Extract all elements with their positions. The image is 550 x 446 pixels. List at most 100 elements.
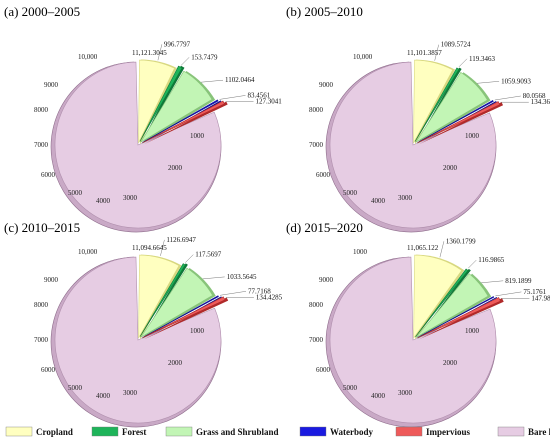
value-leader: [219, 95, 246, 100]
panel-title: (d) 2015–2020: [286, 220, 363, 235]
slice-face: [142, 99, 219, 143]
legend: Cropland Forest Grass and Shrubland Waterbo…: [5, 426, 550, 437]
value-leader: [219, 291, 247, 296]
value-leader: [200, 80, 224, 83]
radial-tick-label: 3000: [123, 389, 138, 397]
value-label: 147.9843: [531, 294, 550, 302]
radial-tick-label: 10,000: [353, 53, 373, 61]
radial-tick-label: 8000: [34, 106, 49, 114]
panel-title: (b) 2005–2010: [286, 4, 363, 19]
slice-face: [417, 297, 501, 339]
radial-tick-label: 6000: [316, 171, 331, 179]
radial-tick-label: 2000: [168, 359, 183, 367]
slice-face: [139, 65, 183, 142]
radial-tick-label: 9000: [319, 81, 334, 89]
bare-land-slice-face: [54, 256, 222, 424]
slice-face: [142, 295, 219, 338]
value-label: 1033.5645: [227, 273, 257, 281]
value-leader: [477, 81, 500, 84]
legend-label: Cropland: [36, 427, 73, 437]
value-leader: [185, 254, 194, 263]
slice-grass-and-shrubland: [415, 273, 492, 339]
legend-swatch: [5, 426, 33, 437]
radial-tick-label: 1000: [353, 248, 368, 256]
radial-tick-label: 5000: [68, 189, 83, 197]
slice-face: [142, 296, 226, 339]
radial-tick-label: 2000: [443, 164, 458, 172]
radial-tick-label: 4000: [96, 197, 111, 205]
radial-tick-label: 9000: [44, 81, 59, 89]
slice-face: [414, 67, 460, 142]
slice-face: [140, 267, 213, 338]
radial-tick-label: 5000: [68, 384, 83, 392]
slice-face: [417, 296, 495, 338]
slice-cropland: [138, 254, 182, 340]
panel-title: (a) 2000–2005: [4, 4, 80, 19]
panel-title: (c) 2010–2015: [4, 220, 80, 235]
slice-grass-and-shrubland: [140, 267, 216, 339]
slice-cropland: [413, 254, 465, 340]
value-label: 75.1761: [523, 288, 546, 296]
value-label: 119.3463: [469, 55, 495, 63]
value-label: 80.0568: [523, 92, 546, 100]
radial-tick-label: 7000: [34, 336, 49, 344]
bare-land-slice: [325, 61, 497, 233]
value-leader: [458, 58, 468, 67]
radial-tick-label: 4000: [371, 392, 386, 400]
slice-face: [415, 273, 489, 338]
slice-impervious: [417, 101, 504, 145]
value-label: 153.7479: [191, 53, 218, 61]
slice-grass-and-shrubland: [140, 70, 216, 144]
pie-panel-4: (d) 2015–2020 1360.1799 116.9865 819.1899 75…: [286, 220, 550, 428]
bare-land-slice: [50, 61, 222, 233]
radial-tick-label: 10,000: [78, 53, 98, 61]
radial-tick-label: 8000: [309, 301, 324, 309]
radial-tick-label: 1000: [190, 327, 205, 335]
value-label: 819.1899: [505, 277, 532, 285]
legend-swatch: [395, 426, 423, 437]
slice-impervious: [417, 297, 504, 340]
slice-face: [139, 263, 186, 337]
legend-swatch: [299, 426, 327, 437]
radial-tick-label: 3000: [398, 194, 413, 202]
slice-face: [142, 100, 225, 144]
slice-face: [413, 254, 463, 340]
bare-land-slice: [50, 256, 222, 428]
legend-item-waterbody: Waterbody: [299, 426, 374, 437]
bare-land-slice-face: [329, 61, 497, 229]
radial-tick-label: 6000: [41, 171, 56, 179]
value-leader: [181, 57, 190, 66]
legend-swatch: [91, 426, 119, 437]
slice-cropland: [413, 59, 456, 145]
value-leader: [481, 280, 504, 283]
radial-tick-label: 3000: [398, 389, 413, 397]
radial-tick-label: 9000: [319, 276, 334, 284]
slice-grass-and-shrubland: [415, 71, 491, 144]
legend-item-cropland: Cropland: [5, 426, 73, 437]
legend-label: Impervious: [426, 427, 471, 437]
pie-panel-3: (c) 2010–2015 1126.6947 117.5697 1033.5645 7…: [4, 220, 283, 428]
legend-label: Bare land: [528, 427, 550, 437]
legend-item-bare-land: Bare land: [497, 426, 550, 437]
slice-face: [138, 254, 180, 339]
radial-tick-label: 7000: [309, 141, 324, 149]
radial-tick-label: 2000: [168, 164, 183, 172]
value-label: 1126.6947: [166, 236, 196, 244]
value-label: 77.7168: [248, 287, 271, 295]
value-leader: [157, 44, 163, 61]
radial-tick-label: 9000: [44, 276, 59, 284]
radial-tick-label: 5000: [343, 384, 358, 392]
radial-tick-label: 8000: [34, 301, 49, 309]
radial-tick-label: 2000: [443, 359, 458, 367]
slice-impervious: [142, 100, 228, 145]
bare-land-slice-face: [54, 61, 222, 229]
value-label: 83.4561: [248, 91, 271, 99]
value-label: 11,065.122: [407, 244, 439, 252]
value-label: 134.4285: [256, 294, 283, 302]
value-label: 11,121.3045: [132, 49, 167, 57]
value-label: 116.9865: [478, 256, 504, 264]
value-leader: [495, 291, 522, 297]
slice-face: [415, 71, 488, 143]
